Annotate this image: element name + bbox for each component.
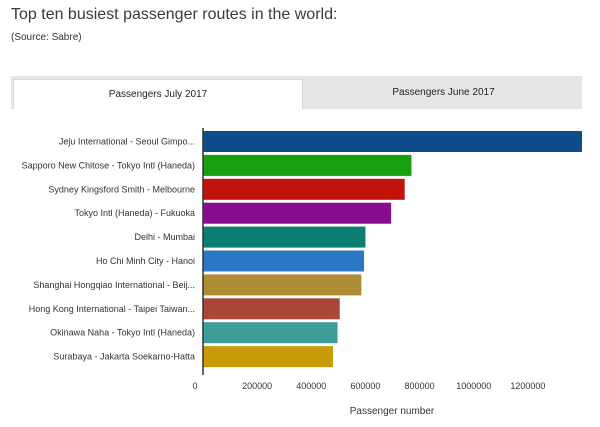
category-label-0: Jeju International - Seoul Gimpo...	[59, 137, 195, 147]
x-tick-label-6: 1200000	[510, 381, 545, 391]
category-label-2: Sydney Kingsford Smith - Melbourne	[48, 184, 195, 194]
x-tick-label-5: 1000000	[456, 381, 491, 391]
x-tick-label-0: 0	[192, 381, 197, 391]
x-tick-label-2: 400000	[296, 381, 326, 391]
category-label-9: Surabaya - Jakarta Soekarno-Hatta	[53, 352, 195, 362]
x-tick-label-1: 200000	[242, 381, 272, 391]
x-tick-label-4: 800000	[405, 381, 435, 391]
bar-9[interactable]	[203, 346, 333, 368]
category-label-5: Ho Chi Minh City - Hanoi	[96, 256, 195, 266]
chart-source: (Source: Sabre)	[11, 32, 82, 43]
bar-4[interactable]	[203, 226, 366, 248]
tab-passengers-july-2017[interactable]: Passengers July 2017	[13, 79, 303, 109]
bar-3[interactable]	[203, 202, 392, 224]
bar-5[interactable]	[203, 250, 365, 272]
tab-passengers-june-2017[interactable]: Passengers June 2017	[392, 87, 495, 98]
bar-6[interactable]	[203, 274, 362, 296]
category-label-7: Hong Kong International - Taipei Taiwan.…	[29, 304, 195, 314]
bar-7[interactable]	[203, 298, 340, 320]
category-label-6: Shanghai Hongqiao International - Beij..…	[33, 280, 195, 290]
x-tick-label-3: 600000	[350, 381, 380, 391]
bar-1[interactable]	[203, 154, 412, 176]
chart-title: Top ten busiest passenger routes in the …	[11, 6, 338, 23]
category-label-4: Delhi - Mumbai	[134, 232, 195, 242]
x-axis-title: Passenger number	[350, 406, 435, 417]
tab-bar: Passengers July 2017 Passengers June 201…	[11, 76, 582, 109]
category-label-3: Tokyo Intl (Haneda) - Fukuoka	[74, 208, 195, 218]
bar-0[interactable]	[203, 131, 582, 152]
bar-8[interactable]	[203, 322, 338, 344]
category-label-8: Okinawa Naha - Tokyo Intl (Haneda)	[50, 328, 195, 338]
bar-2[interactable]	[203, 178, 405, 200]
category-label-1: Sapporo New Chitose - Tokyo Intl (Haneda…	[22, 160, 195, 170]
